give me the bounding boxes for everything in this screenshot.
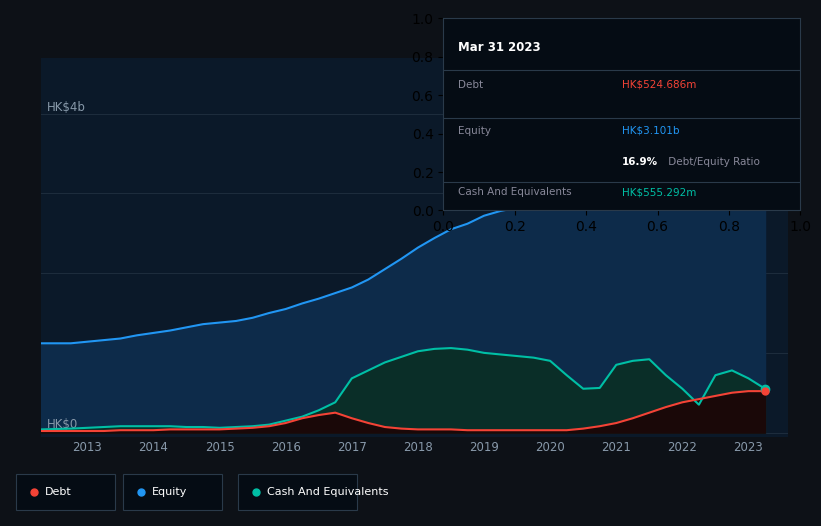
FancyBboxPatch shape [123,474,222,510]
Text: Cash And Equivalents: Cash And Equivalents [457,187,571,197]
Text: HK$4b: HK$4b [47,100,86,114]
Text: HK$555.292m: HK$555.292m [622,187,696,197]
FancyBboxPatch shape [16,474,115,510]
FancyBboxPatch shape [238,474,357,510]
Text: Debt: Debt [45,487,72,497]
Text: HK$524.686m: HK$524.686m [622,80,696,90]
Text: Mar 31 2023: Mar 31 2023 [457,42,540,55]
Text: Debt/Equity Ratio: Debt/Equity Ratio [665,157,759,167]
Text: Equity: Equity [457,126,491,136]
Text: HK$0: HK$0 [47,418,78,431]
Text: Cash And Equivalents: Cash And Equivalents [267,487,388,497]
Text: Debt: Debt [457,80,483,90]
Text: 16.9%: 16.9% [622,157,658,167]
Text: HK$3.101b: HK$3.101b [622,126,680,136]
Text: Equity: Equity [152,487,187,497]
